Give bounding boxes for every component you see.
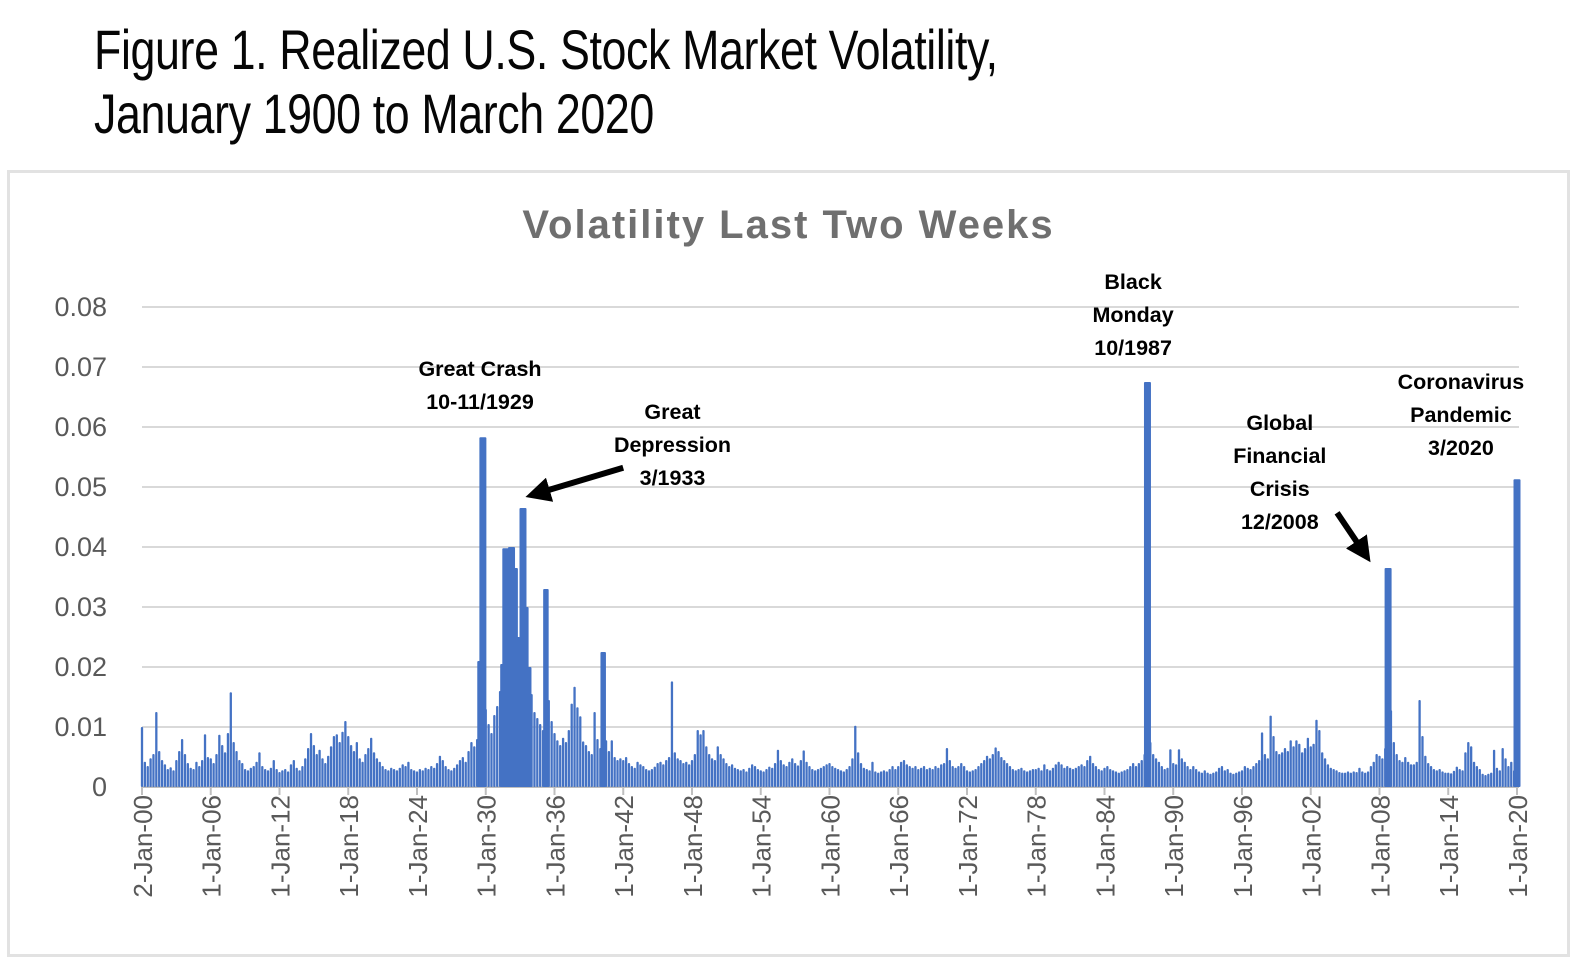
chart-frame: Volatility Last Two Weeks 0 0.01 0.02 0.03 0… xyxy=(7,170,1570,957)
svg-text:1-Jan-54: 1-Jan-54 xyxy=(747,795,777,898)
svg-text:1-Jan-66: 1-Jan-66 xyxy=(884,795,914,898)
svg-text:Monday: Monday xyxy=(1092,303,1173,327)
svg-text:1-Jan-02: 1-Jan-02 xyxy=(1297,795,1327,898)
annotation-great-crash: Great Crash 10-11/1929 xyxy=(418,357,541,414)
svg-text:1-Jan-06: 1-Jan-06 xyxy=(197,795,227,898)
svg-text:10-11/1929: 10-11/1929 xyxy=(426,390,534,414)
figure-title-line2: January 1900 to March 2020 xyxy=(94,82,654,145)
svg-text:0.07: 0.07 xyxy=(54,352,107,382)
svg-text:Financial: Financial xyxy=(1233,444,1326,468)
svg-text:0.03: 0.03 xyxy=(54,592,107,622)
volatility-chart: 0 0.01 0.02 0.03 0.04 0.05 0.06 0.07 0.08 2-Jan-0… xyxy=(54,270,1533,898)
svg-text:Global: Global xyxy=(1246,411,1313,435)
svg-text:1-Jan-78: 1-Jan-78 xyxy=(1022,795,1052,898)
svg-text:0.08: 0.08 xyxy=(54,292,107,322)
svg-text:1-Jan-36: 1-Jan-36 xyxy=(540,795,570,898)
svg-text:1-Jan-30: 1-Jan-30 xyxy=(472,795,502,898)
y-axis-labels: 0 0.01 0.02 0.03 0.04 0.05 0.06 0.07 0.08 xyxy=(54,292,107,802)
svg-text:1-Jan-72: 1-Jan-72 xyxy=(953,795,983,898)
svg-text:1-Jan-96: 1-Jan-96 xyxy=(1228,795,1258,898)
svg-text:Coronavirus: Coronavirus xyxy=(1398,370,1525,394)
annotation-black-monday: Black Monday 10/1987 xyxy=(1092,270,1173,360)
bars xyxy=(140,382,1521,787)
svg-text:1-Jan-84: 1-Jan-84 xyxy=(1090,795,1120,898)
gfc-arrow xyxy=(1334,511,1371,563)
x-axis-labels: 2-Jan-00 1-Jan-06 1-Jan-12 1-Jan-18 1-Jan-24… xyxy=(128,795,1533,898)
chart-title: Volatility Last Two Weeks xyxy=(522,203,1055,247)
svg-text:1-Jan-90: 1-Jan-90 xyxy=(1159,795,1189,898)
svg-text:Great: Great xyxy=(644,400,700,424)
svg-text:1-Jan-42: 1-Jan-42 xyxy=(609,795,639,898)
figure-title-line1: Figure 1. Realized U.S. Stock Market Vol… xyxy=(94,18,998,81)
svg-text:3/2020: 3/2020 xyxy=(1428,436,1494,460)
svg-text:Pandemic: Pandemic xyxy=(1410,403,1512,427)
svg-text:1-Jan-14: 1-Jan-14 xyxy=(1434,795,1464,898)
svg-text:1-Jan-20: 1-Jan-20 xyxy=(1503,795,1533,898)
svg-text:2-Jan-00: 2-Jan-00 xyxy=(128,795,158,898)
svg-text:0.06: 0.06 xyxy=(54,412,107,442)
svg-text:Black: Black xyxy=(1104,270,1161,294)
x-axis xyxy=(141,786,1519,795)
svg-text:0.01: 0.01 xyxy=(54,712,107,742)
svg-text:1-Jan-12: 1-Jan-12 xyxy=(265,795,295,898)
svg-text:0: 0 xyxy=(92,772,107,802)
svg-text:0.05: 0.05 xyxy=(54,472,107,502)
svg-text:3/1933: 3/1933 xyxy=(640,466,706,490)
svg-text:1-Jan-48: 1-Jan-48 xyxy=(678,795,708,898)
svg-text:10/1987: 10/1987 xyxy=(1094,336,1172,360)
svg-text:1-Jan-18: 1-Jan-18 xyxy=(334,795,364,898)
svg-text:Depression: Depression xyxy=(614,433,731,457)
svg-text:0.02: 0.02 xyxy=(54,652,107,682)
gridlines xyxy=(142,306,1519,728)
annotation-global-financial-crisis: Global Financial Crisis 12/2008 xyxy=(1233,411,1326,534)
annotation-coronavirus-pandemic: Coronavirus Pandemic 3/2020 xyxy=(1398,370,1525,460)
svg-text:1-Jan-08: 1-Jan-08 xyxy=(1365,795,1395,898)
annotation-great-depression: Great Depression 3/1933 xyxy=(614,400,731,490)
svg-text:12/2008: 12/2008 xyxy=(1241,510,1319,534)
svg-text:0.04: 0.04 xyxy=(54,532,107,562)
svg-text:1-Jan-24: 1-Jan-24 xyxy=(403,795,433,898)
svg-text:Great Crash: Great Crash xyxy=(418,357,541,381)
svg-text:Crisis: Crisis xyxy=(1250,477,1310,501)
great-depression-arrow xyxy=(525,464,625,502)
figure-title: Figure 1. Realized U.S. Stock Market Vol… xyxy=(94,18,998,146)
svg-text:1-Jan-60: 1-Jan-60 xyxy=(815,795,845,898)
